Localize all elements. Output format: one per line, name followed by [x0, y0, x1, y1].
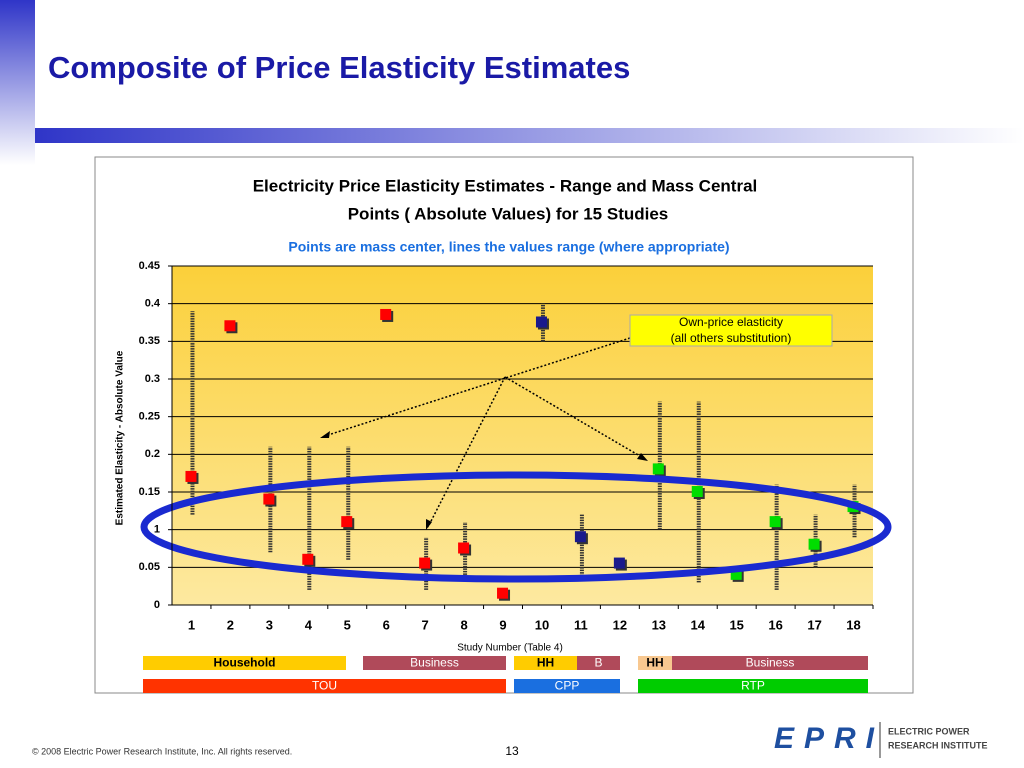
arrow-head: [426, 519, 432, 530]
point: [380, 308, 392, 320]
x-tick-label: 13: [652, 617, 666, 632]
page-number: 13: [505, 744, 519, 758]
group-bar: [363, 656, 506, 670]
x-tick-label: 4: [305, 617, 313, 632]
annotation-arrows: [324, 337, 646, 528]
point: [652, 463, 664, 475]
chart-subtitle: Points are mass center, lines the values…: [288, 239, 729, 255]
logo-text: ELECTRIC POWER: [888, 726, 970, 736]
group-bar: [143, 656, 346, 670]
y-tick-label: 0.25: [139, 411, 160, 423]
group-bar: [577, 656, 620, 670]
y-tick-label: 0.2: [145, 448, 160, 460]
point: [535, 316, 547, 328]
point: [730, 568, 742, 580]
arrow-head: [637, 453, 648, 461]
chart-title: Electricity Price Elasticity Estimates -…: [253, 176, 758, 195]
x-axis-label: Study Number (Table 4): [457, 643, 563, 654]
x-tick-label: 15: [729, 617, 743, 632]
group-label: Business: [746, 656, 795, 670]
grid: [172, 265, 873, 606]
y-tick-label: 0.35: [139, 335, 160, 347]
arrow: [427, 376, 506, 528]
y-tick-label: 0: [154, 599, 160, 611]
x-tick-label: 3: [266, 617, 273, 632]
side-bar: [0, 0, 35, 165]
group-bars: Household Business HH B HH Business TOU CPP RTP: [143, 656, 868, 693]
group-bar: [638, 679, 868, 693]
title-rule: [35, 128, 1024, 143]
annotation: (all others substitution): [671, 331, 792, 345]
point: [574, 531, 586, 543]
group-label: CPP: [555, 679, 580, 693]
x-tick-label: 6: [383, 617, 390, 632]
slide-title: Composite of Price Elasticity Estimates: [48, 50, 630, 85]
x-tick-label: 17: [807, 617, 821, 632]
annotation: Own-price elasticity: [679, 315, 783, 329]
annotation-box: [629, 314, 833, 347]
y-axis-label: Estimated Elasticity - Absolute Value: [115, 350, 126, 525]
arrow: [504, 376, 646, 460]
y-tick-label: 1: [154, 524, 160, 536]
group-label: Household: [214, 656, 276, 670]
point: [497, 587, 509, 599]
point: [185, 470, 197, 482]
x-tick-label: 5: [344, 617, 351, 632]
point: [613, 557, 625, 569]
x-tick-label: 11: [574, 617, 588, 632]
group-bar: [514, 679, 620, 693]
x-tick-label: 8: [460, 617, 467, 632]
y-tick-label: 0.4: [145, 298, 161, 310]
x-tick-label: 18: [846, 617, 860, 632]
group-bar: [514, 656, 577, 670]
group-bar: [672, 656, 868, 670]
x-tick-label: 14: [691, 617, 706, 632]
point: [419, 557, 431, 569]
group-label: RTP: [741, 679, 765, 693]
group-bar: [638, 656, 672, 670]
point: [224, 320, 236, 332]
group-label: HH: [646, 656, 663, 670]
y-tick-label: 0.15: [139, 486, 160, 498]
x-tick-label: 16: [768, 617, 782, 632]
x-tick-label: 10: [535, 617, 549, 632]
group-label: Business: [410, 656, 459, 670]
point: [302, 553, 314, 565]
point: [341, 516, 353, 528]
chart-title: Points ( Absolute Values) for 15 Studies: [348, 204, 669, 223]
logo: EPRI: [774, 722, 875, 755]
x-tick-label: 9: [499, 617, 506, 632]
point: [808, 538, 820, 550]
point: [263, 493, 275, 505]
x-tick-label: 7: [422, 617, 429, 632]
highlight-ellipse: [140, 471, 892, 583]
y-tick-label: 0.05: [139, 561, 160, 573]
x-tick-label: 2: [227, 617, 234, 632]
logo-text: RESEARCH INSTITUTE: [888, 740, 988, 750]
y-tick-label: 0.3: [145, 373, 160, 385]
point: [458, 542, 470, 554]
y-tick-label: 0.45: [139, 260, 160, 272]
x-tick-label: 12: [613, 617, 627, 632]
x-tick-label: 1: [188, 617, 195, 632]
group-label: B: [594, 656, 602, 670]
arrow: [324, 337, 631, 437]
copyright: © 2008 Electric Power Research Institute…: [32, 746, 292, 756]
group-label: HH: [537, 656, 554, 670]
point: [691, 486, 703, 497]
group-bar: [143, 679, 506, 693]
point: [769, 516, 781, 528]
arrow-head: [320, 431, 330, 438]
group-label: TOU: [312, 679, 337, 693]
